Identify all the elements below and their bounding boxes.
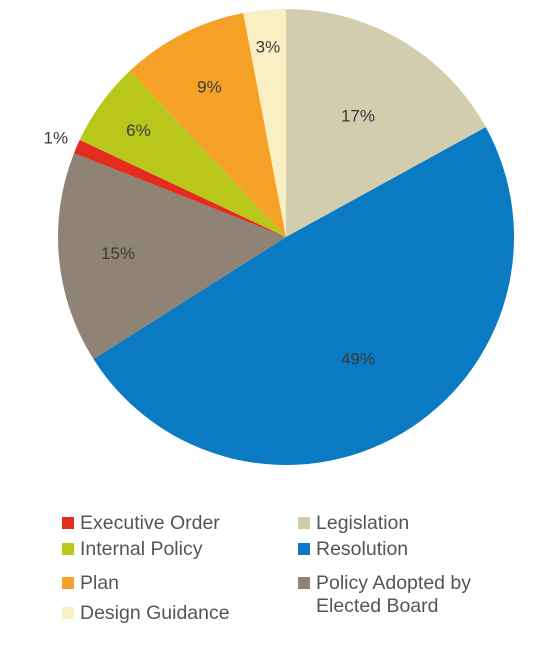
pie-slice-plan: [129, 13, 286, 237]
legend-item-internal-policy: Internal Policy: [62, 538, 202, 561]
legend-swatch: [62, 607, 74, 619]
legend-label: Legislation: [316, 512, 410, 534]
slice-value-label: 1%: [44, 128, 69, 147]
legend-label: Resolution: [316, 538, 409, 560]
legend-item-plan: Plan: [62, 572, 119, 595]
legend-item-design-guidance: Design Guidance: [62, 602, 230, 625]
slice-value-label: 15%: [101, 244, 135, 263]
slice-value-label: 3%: [256, 37, 281, 56]
legend-swatch: [62, 577, 74, 589]
legend-item-legislation: Legislation: [298, 512, 409, 535]
slice-value-label: 6%: [126, 121, 151, 140]
slice-value-label: 49%: [341, 350, 375, 369]
legend-swatch: [62, 517, 74, 529]
slice-value-label: 17%: [341, 106, 375, 125]
legend-item-policy-adopted: Policy Adopted by Elected Board: [298, 572, 471, 618]
pie-chart: 17% 49% 15% 1% 6% 9% 3%: [44, 9, 515, 466]
legend-swatch: [298, 577, 310, 589]
legend-label: Policy Adopted by Elected Board: [316, 572, 472, 617]
legend-item-executive-order: Executive Order: [62, 512, 220, 535]
pie-slice-resolution: [93, 127, 515, 466]
pie-slice-executive-order: [74, 139, 287, 237]
legend-label: Executive Order: [80, 512, 220, 534]
legend-item-resolution: Resolution: [298, 538, 408, 561]
pie-slice-design-guidance: [243, 9, 286, 237]
legend-label: Plan: [80, 572, 120, 594]
legend-swatch: [298, 517, 310, 529]
pie-slice-legislation: [286, 9, 486, 237]
legend-swatch: [62, 543, 74, 555]
legend: Executive Order Legislation Internal Pol…: [0, 512, 542, 662]
legend-swatch: [298, 543, 310, 555]
legend-label: Design Guidance: [80, 602, 230, 624]
pie-slice-internal-policy: [79, 70, 286, 237]
slice-value-label: 9%: [197, 78, 222, 97]
legend-label: Internal Policy: [80, 538, 203, 560]
pie-slice-policy-adopted-by-elected-board: [57, 153, 286, 360]
